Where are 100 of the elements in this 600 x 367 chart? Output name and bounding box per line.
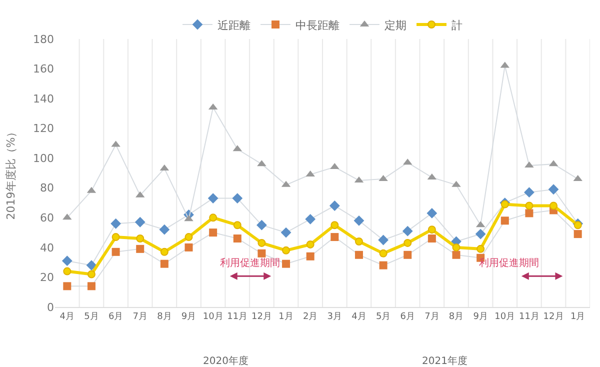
x-tick-label: 12月: [251, 312, 272, 322]
x-tick-label: 9月: [181, 312, 196, 322]
y-tick-label: 140: [33, 92, 54, 106]
point: [136, 234, 144, 243]
point: [330, 233, 339, 242]
x-tick-label: 4月: [352, 312, 366, 322]
point: [428, 226, 436, 234]
point: [404, 250, 412, 259]
point: [404, 238, 412, 247]
x-tick-label: 11月: [518, 312, 540, 322]
point: [524, 187, 534, 198]
y-tick-label: 160: [33, 62, 54, 76]
point: [233, 234, 242, 243]
x-tick-label: 7月: [424, 312, 440, 322]
point: [525, 202, 534, 210]
point: [378, 234, 388, 246]
text: 2020年度: [203, 355, 248, 367]
y-tick-label: 0: [47, 300, 54, 314]
point: [256, 220, 267, 230]
y-tick-label: 60: [40, 212, 54, 225]
x-tick-label: 6月: [400, 312, 415, 322]
point: [184, 233, 193, 242]
x-tick-label: 5月: [376, 312, 391, 322]
annotation: 利用促進期間: [479, 257, 539, 269]
point: [428, 234, 436, 243]
legend-label: 計: [452, 18, 462, 32]
point: [184, 243, 193, 252]
point: [402, 226, 413, 236]
point: [476, 244, 485, 253]
point: [160, 260, 168, 268]
point: [63, 282, 72, 290]
point: [548, 184, 559, 195]
x-tick-label: 8月: [157, 312, 172, 322]
point: [306, 252, 314, 260]
point: [258, 238, 266, 247]
x-tick-label: 10月: [494, 312, 516, 322]
point: [574, 221, 582, 230]
point: [86, 260, 97, 271]
point: [475, 228, 486, 240]
legend-label: 近距離: [218, 18, 250, 32]
point: [87, 282, 96, 290]
x-tick-label: 12月: [543, 312, 564, 322]
x-tick-label: 6月: [108, 312, 124, 322]
point: [232, 193, 243, 204]
x-tick-label: 2月: [302, 312, 318, 322]
point: [62, 256, 72, 266]
point: [280, 227, 292, 238]
x-tick-label: 9月: [473, 312, 488, 322]
y-tick-label: 180: [33, 32, 54, 46]
point: [550, 202, 558, 210]
point: [258, 249, 266, 258]
x-tick-label: 5月: [84, 312, 99, 322]
point: [112, 233, 120, 242]
point: [354, 250, 363, 259]
y-tick-label: 20: [40, 271, 54, 284]
point: [379, 261, 388, 270]
annotation: 利用促進期間: [220, 257, 280, 269]
point: [209, 214, 218, 222]
point: [208, 193, 218, 204]
point: [354, 237, 363, 246]
point: [87, 270, 96, 278]
point: [379, 249, 388, 258]
point: [452, 250, 460, 259]
y-tick-label: 100: [33, 152, 54, 165]
point: [329, 200, 340, 211]
x-tick-label: 3月: [327, 312, 342, 322]
x-tick-label: 7月: [132, 312, 148, 322]
point: [63, 267, 72, 276]
y-tick-label: 120: [33, 122, 54, 136]
point: [209, 228, 218, 237]
y-axis-title: 2019年度比（%）: [4, 126, 18, 220]
point: [160, 248, 168, 256]
point: [305, 214, 316, 224]
point: [452, 243, 460, 252]
x-tick-label: 11月: [227, 312, 248, 322]
x-tick-label: 1月: [570, 312, 586, 322]
point: [574, 230, 582, 238]
y-tick-label: 40: [40, 241, 54, 254]
point: [426, 208, 438, 218]
point: [110, 218, 121, 229]
point: [282, 246, 290, 254]
legend-label: 中長距離: [296, 18, 340, 32]
point: [354, 215, 364, 226]
x-tick-label: 10月: [202, 312, 224, 322]
y-tick-label: 80: [40, 182, 54, 195]
point: [500, 216, 509, 225]
point: [134, 216, 146, 228]
point: [330, 221, 339, 230]
point: [136, 244, 144, 253]
legend-label: 定期: [384, 18, 406, 32]
x-tick-label: 8月: [448, 312, 464, 322]
point: [306, 240, 314, 248]
x-tick-label: 4月: [60, 312, 75, 322]
text: 2021年度: [422, 355, 468, 367]
x-tick-label: 1月: [278, 312, 294, 322]
point: [525, 209, 534, 218]
point: [282, 260, 290, 268]
point: [500, 200, 509, 208]
point: [159, 224, 170, 235]
point: [233, 221, 242, 230]
